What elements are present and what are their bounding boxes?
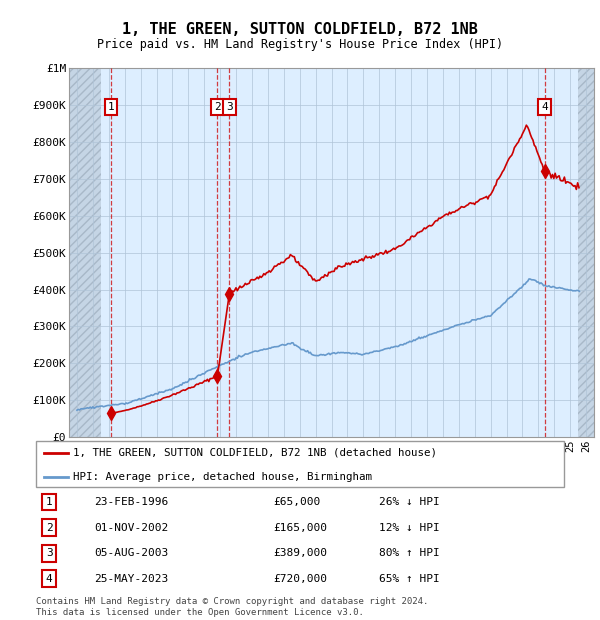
Text: 80% ↑ HPI: 80% ↑ HPI <box>379 548 440 558</box>
Text: 1, THE GREEN, SUTTON COLDFIELD, B72 1NB (detached house): 1, THE GREEN, SUTTON COLDFIELD, B72 1NB … <box>73 448 437 458</box>
Text: 3: 3 <box>226 102 233 112</box>
Text: 1: 1 <box>107 102 114 112</box>
Text: £720,000: £720,000 <box>274 574 328 584</box>
Text: 1, THE GREEN, SUTTON COLDFIELD, B72 1NB: 1, THE GREEN, SUTTON COLDFIELD, B72 1NB <box>122 22 478 37</box>
Text: 65% ↑ HPI: 65% ↑ HPI <box>379 574 440 584</box>
Text: £165,000: £165,000 <box>274 523 328 533</box>
Text: Contains HM Land Registry data © Crown copyright and database right 2024.
This d: Contains HM Land Registry data © Crown c… <box>36 598 428 617</box>
FancyBboxPatch shape <box>36 441 564 487</box>
Text: 05-AUG-2003: 05-AUG-2003 <box>94 548 169 558</box>
Bar <box>69 68 101 437</box>
Text: £65,000: £65,000 <box>274 497 321 507</box>
Text: 3: 3 <box>46 548 53 558</box>
Text: 2: 2 <box>46 523 53 533</box>
Text: 23-FEB-1996: 23-FEB-1996 <box>94 497 169 507</box>
Text: HPI: Average price, detached house, Birmingham: HPI: Average price, detached house, Birm… <box>73 472 372 482</box>
Text: £389,000: £389,000 <box>274 548 328 558</box>
Text: 26% ↓ HPI: 26% ↓ HPI <box>379 497 440 507</box>
Text: 4: 4 <box>541 102 548 112</box>
Text: 2: 2 <box>214 102 221 112</box>
Text: 25-MAY-2023: 25-MAY-2023 <box>94 574 169 584</box>
Text: 12% ↓ HPI: 12% ↓ HPI <box>379 523 440 533</box>
Text: 1: 1 <box>46 497 53 507</box>
Text: 01-NOV-2002: 01-NOV-2002 <box>94 523 169 533</box>
Bar <box>578 68 594 437</box>
Text: Price paid vs. HM Land Registry's House Price Index (HPI): Price paid vs. HM Land Registry's House … <box>97 38 503 51</box>
Text: 4: 4 <box>46 574 53 584</box>
